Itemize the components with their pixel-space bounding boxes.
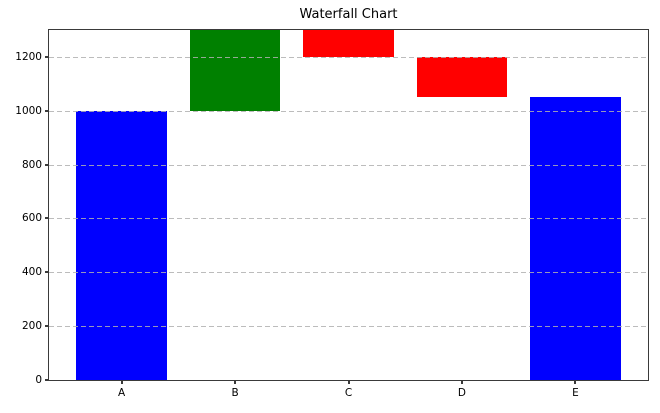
bar-A [76, 110, 167, 380]
x-tick-label-D: D [457, 387, 466, 399]
chart-title: Waterfall Chart [299, 7, 398, 22]
x-tick-label-E: E [572, 387, 579, 399]
x-tick-label-B: B [231, 387, 239, 399]
y-tick-label-1200: 1200 [15, 50, 42, 63]
plot-area [48, 29, 649, 381]
x-tick-mark-A [120, 380, 123, 384]
y-tick-mark-800 [45, 163, 49, 166]
gridline-y-1200 [49, 56, 648, 58]
y-tick-mark-1200 [45, 55, 49, 58]
bar-D [416, 56, 508, 98]
bar-E [530, 97, 621, 380]
y-tick-label-1000: 1000 [15, 104, 42, 117]
x-tick-mark-E [574, 380, 577, 384]
y-tick-mark-400 [45, 271, 49, 274]
y-tick-label-0: 0 [35, 374, 42, 386]
y-tick-label-400: 400 [21, 266, 42, 279]
y-tick-label-600: 600 [21, 212, 42, 225]
x-tick-label-C: C [344, 387, 353, 399]
y-tick-mark-600 [45, 217, 49, 220]
y-tick-label-200: 200 [21, 320, 42, 333]
x-tick-label-A: A [118, 387, 126, 399]
y-tick-mark-1000 [45, 109, 49, 112]
x-tick-mark-C [347, 380, 350, 384]
bar-C [303, 30, 394, 57]
bar-B [189, 30, 281, 111]
x-tick-mark-B [234, 380, 237, 384]
x-tick-mark-D [460, 380, 463, 384]
y-tick-mark-0 [45, 379, 49, 381]
y-tick-mark-200 [45, 325, 49, 328]
y-tick-label-800: 800 [21, 158, 42, 171]
